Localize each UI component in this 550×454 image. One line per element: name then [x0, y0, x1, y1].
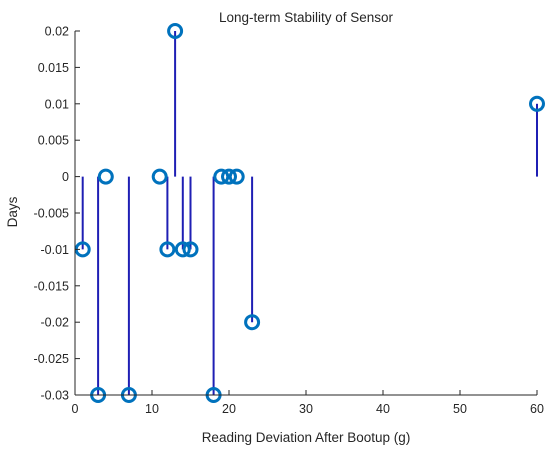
- x-tick-label: 10: [145, 402, 159, 416]
- y-tick-label: 0.015: [38, 61, 69, 75]
- x-tick-label: 0: [72, 402, 79, 416]
- stem-marker: [529, 95, 545, 112]
- y-axis-title: Days: [5, 196, 20, 227]
- y-tick-label: -0.005: [34, 207, 69, 221]
- y-tick-label: -0.01: [41, 243, 70, 257]
- stem-marker: [174, 241, 191, 258]
- x-tick-label: 50: [453, 402, 467, 416]
- y-tick-label: -0.025: [34, 352, 69, 366]
- x-tick-label: 30: [299, 402, 313, 416]
- y-tick-label: -0.015: [34, 279, 69, 293]
- stem-marker: [244, 314, 261, 331]
- stem-marker: [167, 23, 184, 39]
- stem-marker: [159, 241, 176, 258]
- x-axis-title: Reading Deviation After Bootup (g): [202, 430, 411, 445]
- axes-layer: 0 10 20 30 40 50 60 0.02 0.015 0.01 0.005 0 -0.005 -0…: [34, 25, 544, 417]
- stem-marker: [97, 168, 114, 185]
- y-tick-label: -0.03: [41, 389, 70, 403]
- stem-marker: [228, 168, 245, 185]
- markers-layer: [74, 23, 545, 403]
- stem-marker: [182, 241, 199, 258]
- stem-marker: [213, 168, 230, 185]
- y-tick-label: 0.02: [45, 25, 69, 39]
- y-tick-label: 0: [62, 170, 69, 184]
- stem-marker: [221, 168, 237, 185]
- y-tick-label: -0.02: [41, 316, 70, 330]
- x-tick-label: 20: [222, 402, 236, 416]
- y-tick-label: 0.005: [38, 134, 69, 148]
- stems-layer: [81, 31, 538, 395]
- x-tick-label: 60: [530, 402, 544, 416]
- stem-marker: [151, 168, 168, 185]
- x-tick-label: 40: [376, 402, 390, 416]
- y-tick-label: 0.01: [45, 97, 69, 111]
- chart-title: Long-term Stability of Sensor: [219, 10, 394, 25]
